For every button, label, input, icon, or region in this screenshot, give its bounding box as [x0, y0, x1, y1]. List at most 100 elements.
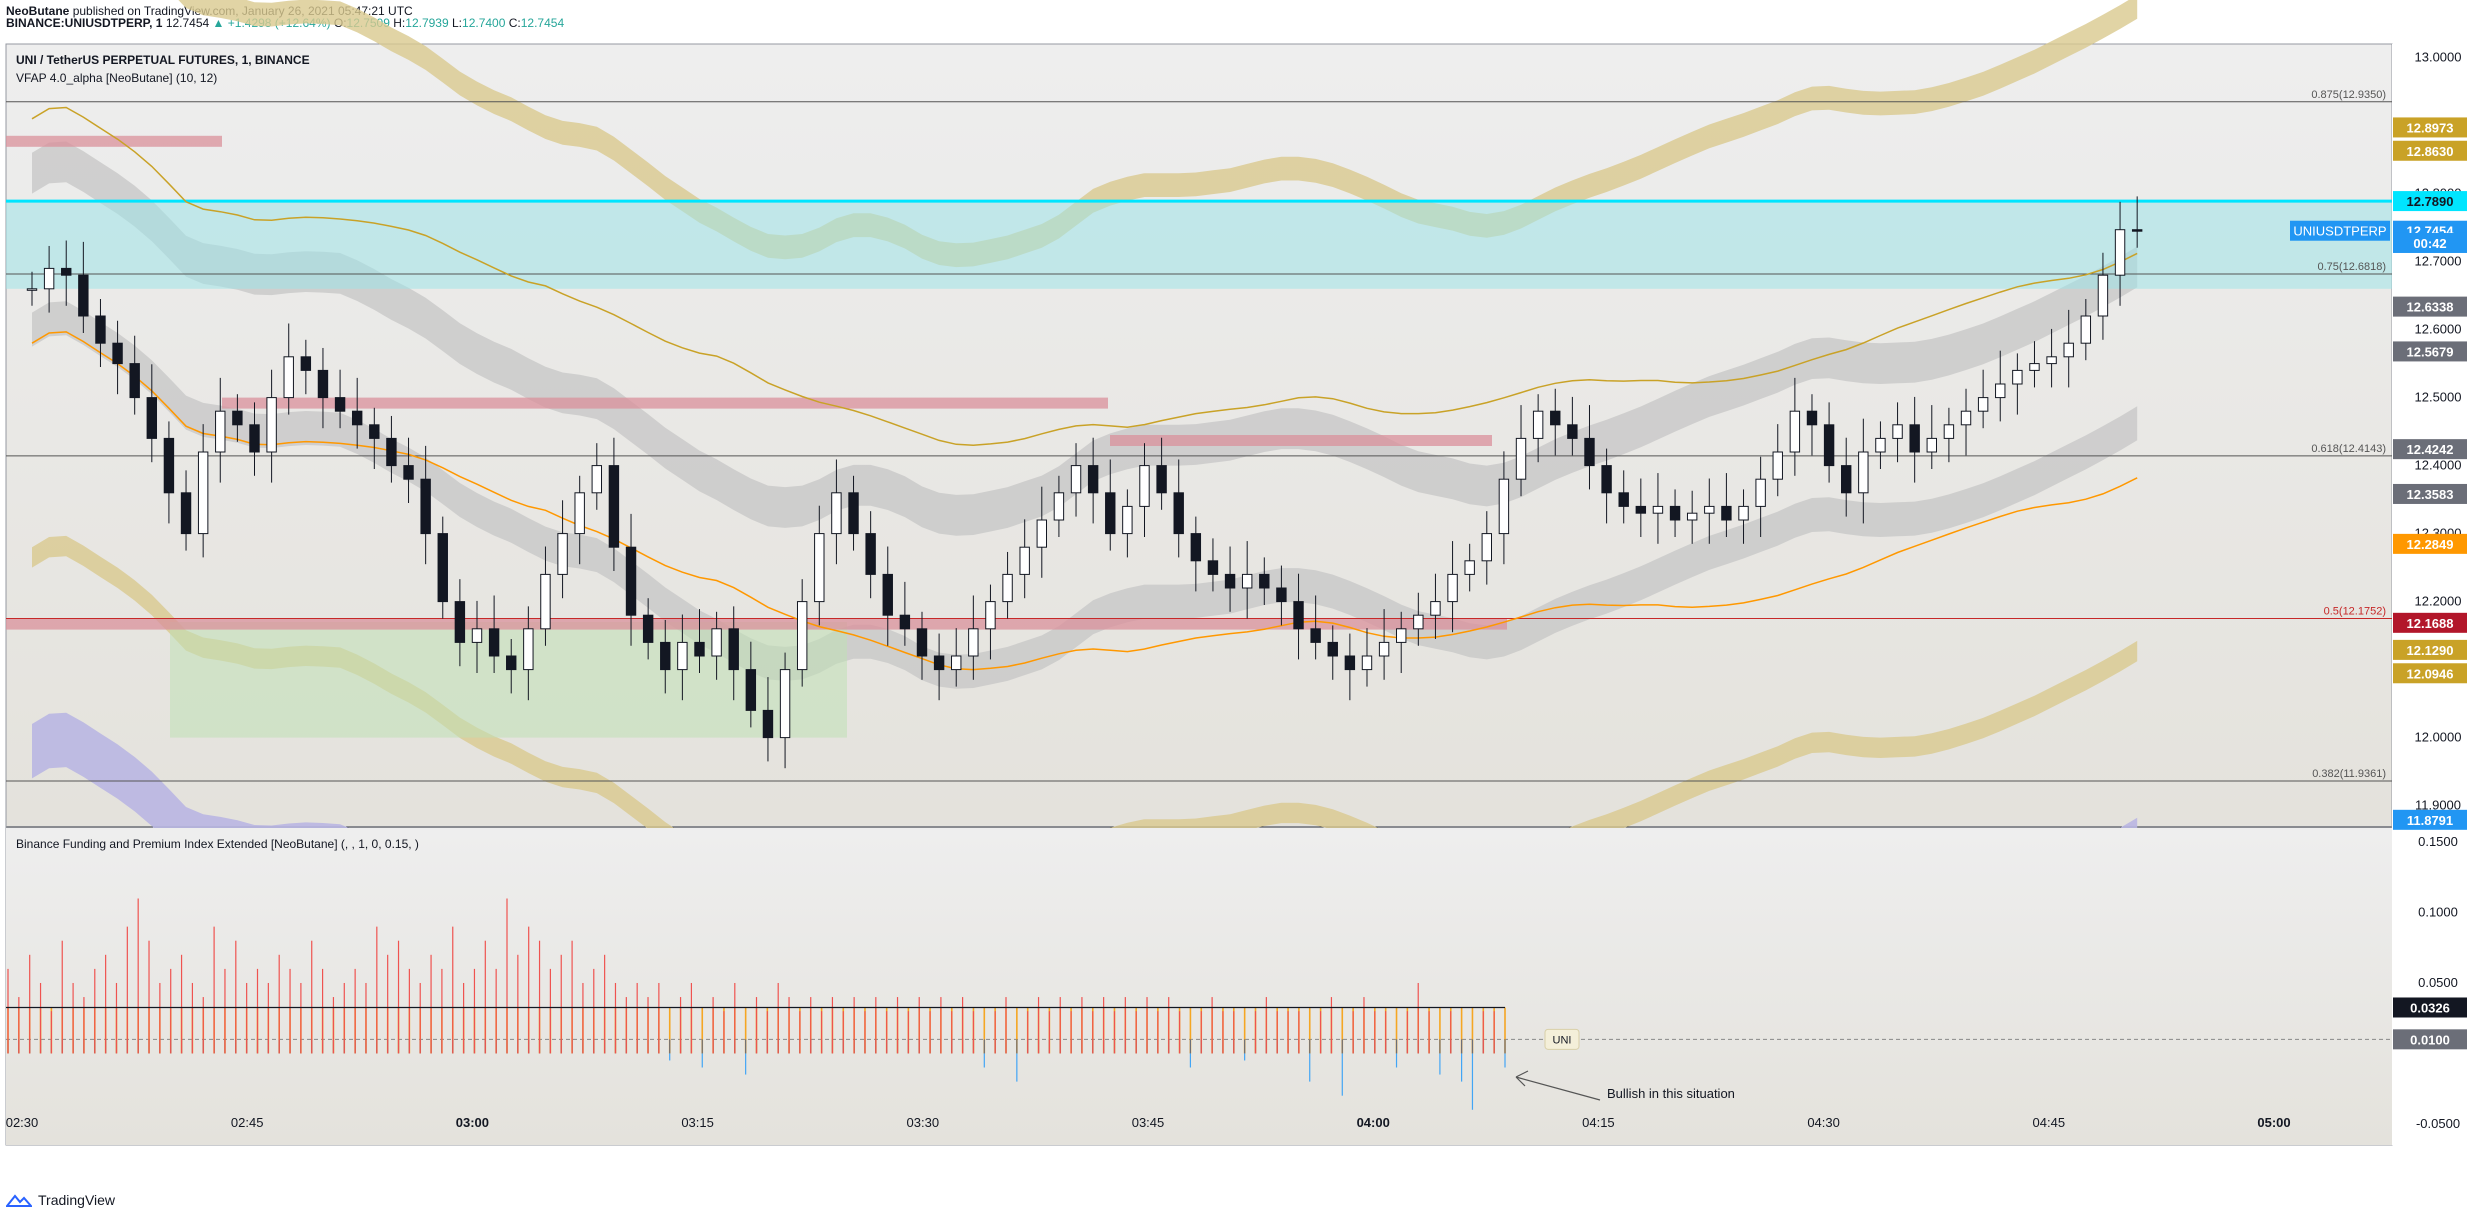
candle [1361, 655, 1373, 671]
close-value: 12.7454 [520, 16, 565, 30]
candle [1464, 560, 1475, 575]
candle [660, 641, 671, 671]
candle [300, 356, 312, 371]
candle [2114, 229, 2126, 276]
candle [26, 288, 38, 291]
author-name[interactable]: NeoButane [6, 4, 70, 18]
candle [1601, 465, 1612, 494]
candle [1002, 573, 1013, 603]
price-tag: 12.7890 [2407, 194, 2454, 209]
fib-level-label: 0.5(12.1752) [2324, 605, 2386, 617]
candle [1122, 505, 1133, 535]
candle [985, 601, 996, 630]
price-tag-box [2393, 117, 2467, 138]
candle [317, 369, 329, 399]
candle [848, 492, 859, 535]
candle [540, 573, 551, 630]
green-zone [170, 622, 847, 738]
time-axis-tick-label: 02:45 [231, 1115, 264, 1130]
time-axis-tick-label: 04:00 [1357, 1115, 1390, 1130]
funding-price-tag: 0.0100 [2410, 1032, 2450, 1047]
candle [1738, 505, 1749, 521]
candle [814, 533, 825, 603]
supply-zone [6, 618, 1507, 630]
time-axis-tick-label: 04:15 [1582, 1115, 1615, 1130]
price-tag-box [2393, 140, 2467, 161]
price-tag: 12.3583 [2407, 487, 2454, 502]
uni-label-box [1544, 1028, 1580, 1050]
candle [1977, 397, 1989, 412]
candle [1396, 628, 1407, 643]
price-tag-box [2393, 296, 2467, 317]
brand-name: TradingView [38, 1192, 116, 1208]
candle [1344, 655, 1356, 671]
candle [2097, 274, 2109, 317]
price-tag: 12.1290 [2407, 643, 2454, 658]
time-axis-tick-label: 04:30 [1807, 1115, 1840, 1130]
candle [1686, 512, 1698, 521]
candle [1669, 505, 1681, 521]
candle [2063, 342, 2074, 358]
candle [1909, 424, 1920, 453]
time-axis-tick-label: 02:30 [6, 1115, 39, 1130]
tradingview-brand[interactable]: TradingView [6, 1192, 115, 1208]
candle [1481, 533, 1492, 562]
price-axis-tick-label: 13.0000 [2415, 50, 2462, 65]
candle [163, 437, 175, 494]
price-tag-box [2393, 439, 2467, 460]
funding-indicator-legend[interactable]: Binance Funding and Premium Index Extend… [16, 837, 419, 851]
candle [1618, 492, 1629, 507]
candle [2080, 315, 2092, 344]
candle [112, 342, 123, 365]
candle [1430, 601, 1441, 616]
time-axis-tick-label: 03:30 [907, 1115, 940, 1130]
candle [1019, 546, 1030, 575]
candle [1926, 437, 1937, 453]
candle [437, 533, 448, 603]
candle [471, 628, 483, 643]
price-tag: 00:42 [2413, 236, 2446, 251]
fib-level-label: 0.382(11.9361) [2312, 768, 2386, 780]
candle [1755, 478, 1766, 507]
candle [506, 655, 517, 671]
note-text: Bullish in this situation [1607, 1086, 1735, 1101]
candle [197, 451, 209, 535]
indicator-legend[interactable]: VFAP 4.0_alpha [NeoButane] (10, 12) [16, 71, 217, 85]
tradingview-logo-icon [6, 1194, 32, 1207]
candle [523, 628, 534, 671]
candle [968, 628, 979, 657]
candle [1772, 451, 1783, 480]
high-value: 12.7939 [405, 16, 449, 30]
candle [1943, 424, 1955, 439]
candle [1207, 560, 1219, 575]
candle [1515, 437, 1527, 480]
supply-zone [222, 397, 1108, 409]
candle [1498, 478, 1510, 535]
symbol-name: BINANCE:UNIUSDTPERP, 1 [6, 16, 163, 30]
fib-level-label: 0.75(12.6818) [2318, 261, 2387, 273]
funding-axis-tick-label: -0.0500 [2416, 1116, 2460, 1131]
candle [1823, 424, 1835, 467]
candle [1413, 614, 1424, 630]
candle [1875, 437, 1886, 453]
candle [1892, 424, 1903, 439]
price-tag-box [2393, 483, 2467, 504]
price-tag-box [2393, 639, 2467, 660]
candle [745, 669, 757, 711]
price-tag-box [2393, 341, 2467, 362]
candle [865, 533, 876, 575]
candle [916, 628, 928, 657]
price-pane[interactable]: 0.875(12.9350) 0.75(12.6818) 0.618(12.4143… [5, 0, 2468, 1146]
time-axis-tick-label: 04:45 [2033, 1115, 2066, 1130]
funding-pane[interactable]: UNI Bullish in this situation [6, 828, 2392, 1145]
candle [1327, 641, 1338, 657]
fib-level-label: 0.618(12.4143) [2311, 443, 2386, 455]
candle [642, 614, 654, 643]
candle [1259, 573, 1270, 589]
vwap-line [31, 331, 2138, 671]
chart-title: UNI / TetherUS PERPETUAL FUTURES, 1, BIN… [16, 53, 310, 67]
candle [557, 533, 568, 575]
price-tag: 12.8630 [2407, 144, 2454, 159]
candle [1173, 492, 1184, 535]
